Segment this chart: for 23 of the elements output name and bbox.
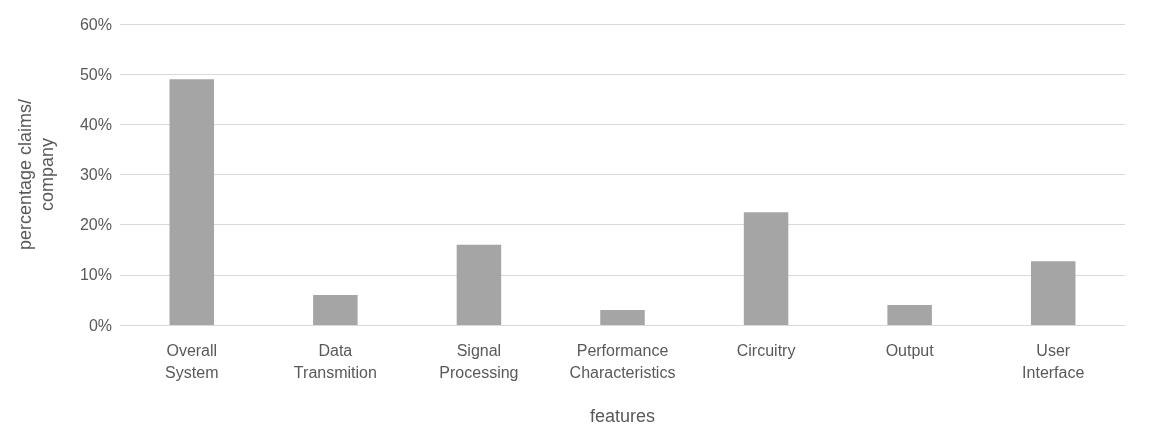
x-tick-label: Circuitry bbox=[736, 341, 796, 359]
bar bbox=[313, 294, 358, 325]
bar bbox=[600, 309, 645, 325]
y-tick-label: 20% bbox=[79, 216, 112, 234]
bar bbox=[1030, 261, 1076, 325]
bar bbox=[456, 244, 502, 325]
x-tick-label: Performance Characteristics bbox=[569, 341, 676, 381]
bar bbox=[743, 212, 789, 325]
x-tick-label: Signal Processing bbox=[439, 341, 519, 381]
x-tick-label: Output bbox=[885, 341, 935, 359]
y-tick-label: 30% bbox=[79, 166, 112, 183]
x-tick-label: Overall System bbox=[165, 341, 219, 381]
bar bbox=[169, 79, 215, 325]
bar bbox=[887, 304, 932, 325]
y-tick-label: 0% bbox=[88, 316, 112, 334]
y-axis-title: percentage claims/ company bbox=[15, 98, 57, 251]
x-axis-title: features bbox=[589, 406, 656, 426]
y-tick-label: 10% bbox=[79, 266, 112, 284]
y-tick-label: 60% bbox=[79, 15, 112, 33]
x-tick-label: User Interface bbox=[1022, 341, 1085, 381]
y-tick-label: 40% bbox=[79, 115, 112, 133]
y-tick-label: 50% bbox=[79, 65, 112, 83]
x-tick-label: Data Transmition bbox=[293, 341, 377, 381]
